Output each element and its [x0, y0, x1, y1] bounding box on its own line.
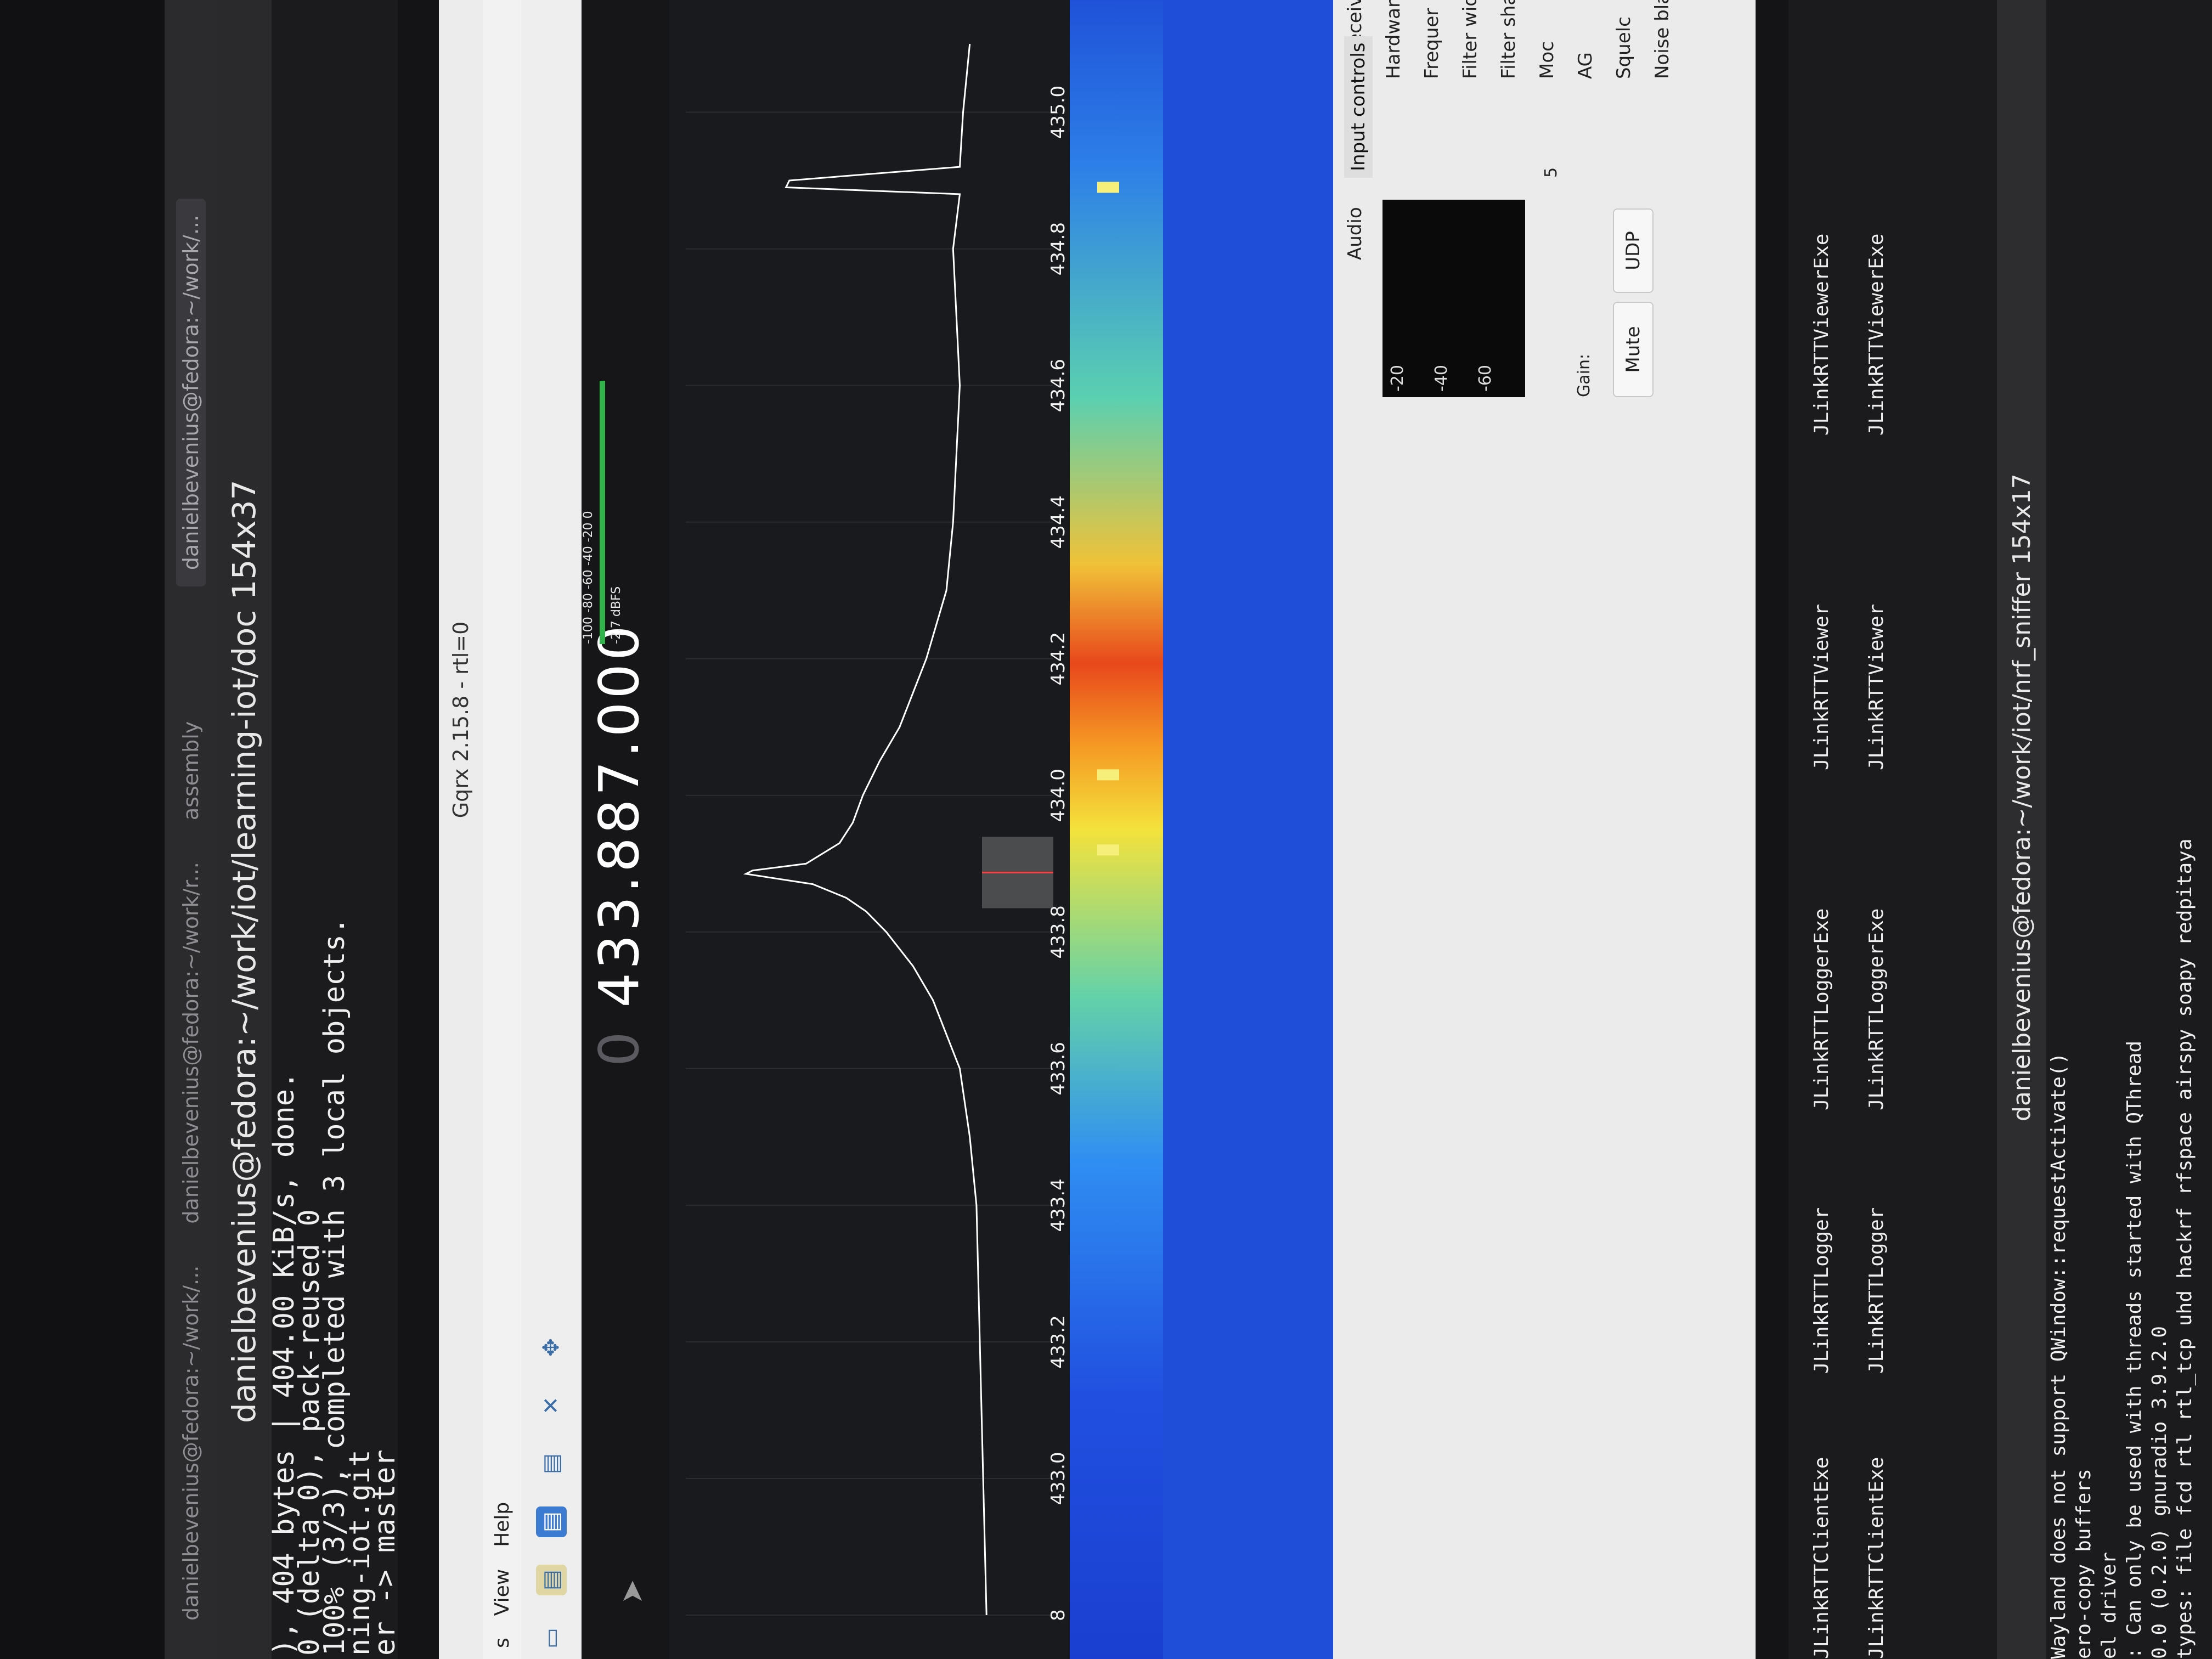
terminal-line: Wayland does not support QWindow::reques… — [2047, 1052, 2070, 1659]
waterfall-burst — [1097, 769, 1119, 781]
x-tick-label: 433.8 — [1047, 905, 1069, 958]
frequency-display[interactable]: 0 433.887.000 — [587, 622, 651, 1066]
waterfall-history — [1070, 0, 1163, 1659]
menu-file[interactable]: s — [490, 1638, 514, 1648]
tab-terminal-2[interactable]: danielbevenius@fedora:~/work/r... — [176, 845, 206, 1240]
gqrx-window-title: Gqrx 2.15.8 - rtl=0 — [439, 0, 483, 1659]
x-tick-label: 435.0 — [1047, 86, 1069, 139]
tab-strip: danielbevenius@fedora:~/work/... danielb… — [165, 0, 217, 1659]
tab-label: assembly — [178, 721, 203, 821]
gqrx-toolbar: ▭ ▤ ▤ ▤ ✕ ✥ — [521, 0, 582, 1659]
spectrum-background — [669, 0, 1070, 1659]
gqrx-window: Gqrx 2.15.8 - rtl=0 s View Help ▭ ▤ ▤ ▤ … — [439, 0, 1756, 1659]
squelch-label: Squelc — [1613, 16, 1635, 79]
terminal-line: 0.0 (0.2.0) gnuradio 3.9.2.0 — [2148, 1326, 2171, 1659]
mute-button[interactable]: Mute — [1613, 302, 1654, 397]
x-tick-label: 8 — [1047, 1609, 1069, 1621]
listing-item: JLinkRTTViewer — [1810, 603, 1833, 770]
audio-label: Audio — [1344, 207, 1366, 260]
listing-item: JLinkRTTViewerExe — [1810, 233, 1833, 436]
x-tick-label: 433.0 — [1047, 1452, 1069, 1505]
lower-terminal-title: danielbevenius@fedora:~/work/iot/nrf_sni… — [1997, 0, 2046, 1659]
open-icon[interactable]: ▭ — [539, 1628, 564, 1649]
noise-blanker-label: Noise blanke — [1651, 0, 1673, 79]
lower-terminal-output: Wayland does not support QWindow::reques… — [2046, 0, 2212, 1659]
terminal-line: : Can only be used with threads started … — [2123, 1040, 2146, 1659]
terminal-line: ero-copy buffers — [2073, 1469, 2095, 1659]
x-tick-label: 434.8 — [1047, 222, 1069, 275]
hardware-label: Hardware f — [1383, 0, 1404, 79]
listing-item: JLinkRTTViewerExe — [1865, 233, 1888, 436]
frequency-bar: ➤ 0 433.887.000 -100 -80 -60 -40 -20 0 -… — [582, 0, 669, 1659]
menu-help[interactable]: Help — [490, 1502, 514, 1547]
x-tick-label: 434.0 — [1047, 769, 1069, 822]
filter-width-label: Filter wid — [1459, 0, 1481, 79]
listing-item: JLinkRTTLogger — [1865, 1207, 1888, 1374]
tab-terminal-1[interactable]: danielbevenius@fedora:~/work/... — [176, 1249, 206, 1637]
terminal-line: el driver — [2098, 1551, 2120, 1659]
gain-label: Gain: — [1575, 353, 1594, 397]
listing-item: JLinkRTTClientExe — [1865, 1457, 1888, 1659]
tab-label: danielbevenius@fedora:~/work/r... — [178, 862, 203, 1224]
spectrum-trace — [743, 43, 988, 1616]
terminal-line: er -> master — [369, 1449, 402, 1656]
tab-assembly[interactable]: assembly — [176, 595, 206, 837]
x-tick-label: 434.6 — [1047, 359, 1069, 412]
listing-item: JLinkRTTLoggerExe — [1865, 908, 1888, 1110]
document-icon[interactable]: ▤ — [536, 1565, 567, 1595]
tab-terminal-3[interactable]: danielbevenius@fedora:~/work/... — [176, 198, 206, 587]
listing-item: JLinkRTTLogger — [1810, 1207, 1833, 1374]
top-bar — [0, 0, 165, 1659]
upper-terminal-title: danielbevenius@fedora:~/work/iot/learnin… — [217, 0, 272, 1659]
audio-scale-40: -40 — [1432, 365, 1451, 392]
signal-meter: -100 -80 -60 -40 -20 0 -2.7 dBFS — [582, 337, 664, 644]
spectrum-waterfall[interactable]: 8 433.0 433.2 433.4 433.6 433.8 434.0 434.2 434.… — [669, 0, 1333, 1659]
waterfall-burst — [1097, 182, 1119, 193]
listing-item: JLinkRTTClientExe — [1810, 1457, 1833, 1659]
frequency-label: Frequer — [1421, 8, 1443, 79]
x-tick-label: 433.6 — [1047, 1042, 1069, 1095]
lower-terminal-listing: JLinkRTTClientExe JLinkRTTLogger JLinkRT… — [1788, 0, 1997, 1659]
menu-view[interactable]: View — [490, 1568, 514, 1616]
terminal-line: types: file fcd rtl rtl_tcp uhd hackrf r… — [2174, 838, 2196, 1659]
upper-terminal-output: ), 404 bytes | 404.00 KiB/s, done. 0 (de… — [268, 0, 402, 1659]
meter-label: -2.7 dBFS — [610, 586, 623, 644]
x-tick-label: 433.4 — [1047, 1178, 1069, 1232]
listing-item: JLinkRTTViewer — [1865, 603, 1888, 770]
audio-scale-60: -60 — [1476, 365, 1495, 392]
audio-scale-20: -20 — [1388, 365, 1407, 392]
listing-item: JLinkRTTLoggerExe — [1810, 908, 1833, 1110]
terminal-line: 100% (3/3), completed with 3 local objec… — [318, 917, 351, 1656]
stack-icon[interactable]: ▤ — [539, 1453, 564, 1474]
tools-icon[interactable]: ✕ — [539, 1396, 564, 1415]
audio-five: 5 — [1542, 167, 1561, 178]
udp-button[interactable]: UDP — [1613, 208, 1654, 293]
gqrx-menubar: s View Help — [483, 0, 521, 1659]
move-icon[interactable]: ✥ — [539, 1338, 564, 1357]
x-tick-label: 434.2 — [1047, 632, 1069, 685]
agc-label: AG — [1575, 52, 1596, 79]
tab-label: danielbevenius@fedora:~/work/... — [178, 1265, 203, 1621]
meter-bar — [600, 381, 605, 644]
tab-label: danielbevenius@fedora:~/work/... — [178, 215, 203, 571]
meter-scale: -100 -80 -60 -40 -20 0 — [582, 511, 595, 644]
control-panel: Receiver O Hardware f Frequer Filter wid… — [1333, 0, 1756, 1659]
cursor-icon: ➤ — [614, 1579, 649, 1604]
frequency-leading: 0 — [587, 1028, 651, 1066]
save-icon[interactable]: ▤ — [536, 1506, 567, 1537]
input-controls-tab[interactable]: Input controls — [1344, 36, 1373, 178]
x-tick-label: 434.4 — [1047, 495, 1069, 549]
filter-shape-label: Filter shap — [1498, 0, 1520, 79]
frequency-value: 433.887.000 — [587, 622, 651, 1008]
waterfall-burst — [1097, 844, 1119, 856]
x-tick-label: 433.2 — [1047, 1315, 1069, 1368]
mode-label: Moc — [1536, 41, 1558, 79]
